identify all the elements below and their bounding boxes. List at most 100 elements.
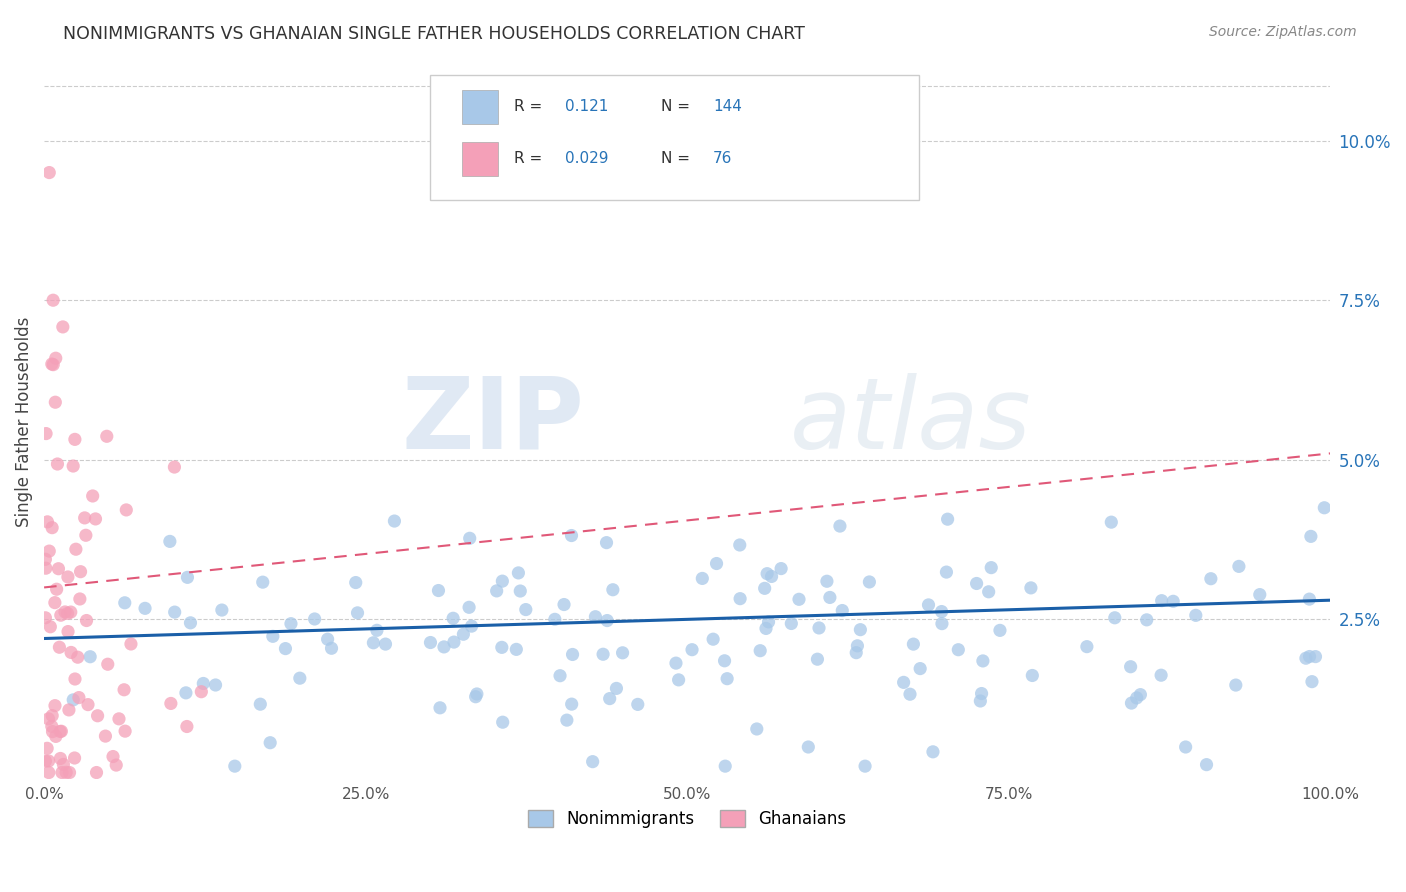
- Point: [1129, 688, 1152, 702]
- Point: [56, 607, 79, 621]
- Point: [770, 561, 793, 575]
- Point: [101, 749, 124, 764]
- Point: [714, 759, 737, 773]
- Legend: Nonimmigrants, Ghanaians: Nonimmigrants, Ghanaians: [522, 804, 853, 835]
- Point: [45, 582, 67, 597]
- Text: NONIMMIGRANTS VS GHANAIAN SINGLE FATHER HOUSEHOLDS CORRELATION CHART: NONIMMIGRANTS VS GHANAIAN SINGLE FATHER …: [63, 25, 806, 43]
- Point: [259, 736, 281, 750]
- Point: [596, 614, 619, 628]
- Point: [429, 701, 451, 715]
- Point: [966, 576, 988, 591]
- Text: N =: N =: [661, 99, 690, 114]
- Point: [49, 751, 72, 765]
- Point: [304, 612, 326, 626]
- Point: [756, 566, 779, 581]
- Point: [1305, 649, 1327, 664]
- Point: [105, 758, 128, 772]
- Point: [44, 596, 66, 610]
- Point: [37, 741, 59, 756]
- Bar: [463, 90, 498, 124]
- Point: [163, 460, 186, 475]
- Point: [58, 765, 80, 780]
- Point: [1125, 690, 1147, 705]
- Point: [787, 592, 810, 607]
- Point: [948, 642, 970, 657]
- Point: [561, 648, 583, 662]
- Point: [755, 622, 778, 636]
- Point: [179, 615, 201, 630]
- Point: [515, 602, 537, 616]
- Point: [612, 646, 634, 660]
- Point: [605, 681, 627, 696]
- Point: [1184, 608, 1206, 623]
- FancyBboxPatch shape: [430, 75, 918, 200]
- Point: [917, 598, 939, 612]
- Point: [922, 745, 945, 759]
- Point: [45, 730, 67, 744]
- Point: [34, 552, 56, 566]
- Point: [34, 611, 56, 625]
- Point: [780, 616, 803, 631]
- Point: [288, 671, 311, 685]
- Point: [41, 708, 63, 723]
- Point: [73, 511, 96, 525]
- Point: [458, 600, 481, 615]
- Point: [51, 724, 73, 739]
- Point: [1136, 613, 1159, 627]
- Point: [936, 512, 959, 526]
- Point: [898, 687, 921, 701]
- Point: [548, 669, 571, 683]
- Point: [112, 682, 135, 697]
- Point: [134, 601, 156, 615]
- Point: [204, 678, 226, 692]
- Point: [1199, 572, 1222, 586]
- Point: [849, 623, 872, 637]
- Point: [460, 619, 482, 633]
- Point: [485, 583, 508, 598]
- Point: [176, 570, 198, 584]
- Point: [35, 561, 58, 575]
- Point: [602, 582, 624, 597]
- Point: [49, 608, 72, 623]
- Point: [42, 358, 65, 372]
- Text: 0.121: 0.121: [565, 99, 609, 114]
- Text: 76: 76: [713, 152, 733, 167]
- Point: [1227, 559, 1250, 574]
- Point: [561, 697, 583, 711]
- Point: [453, 627, 475, 641]
- Point: [280, 616, 302, 631]
- Point: [761, 569, 783, 583]
- Point: [344, 575, 367, 590]
- Point: [114, 724, 136, 739]
- Point: [491, 640, 513, 655]
- Point: [797, 739, 820, 754]
- Point: [931, 616, 953, 631]
- Point: [44, 395, 66, 409]
- Point: [1299, 529, 1322, 543]
- Point: [599, 691, 621, 706]
- Point: [728, 591, 751, 606]
- Point: [41, 521, 63, 535]
- Point: [86, 708, 108, 723]
- Point: [190, 684, 212, 698]
- Point: [211, 603, 233, 617]
- Point: [1104, 611, 1126, 625]
- Point: [120, 637, 142, 651]
- Point: [316, 632, 339, 647]
- Point: [63, 672, 86, 686]
- Text: N =: N =: [661, 152, 690, 167]
- Point: [806, 652, 828, 666]
- Point: [79, 649, 101, 664]
- Point: [1298, 592, 1320, 607]
- Point: [48, 640, 70, 655]
- Point: [858, 574, 880, 589]
- Point: [160, 697, 183, 711]
- Point: [37, 712, 59, 726]
- Point: [1150, 593, 1173, 607]
- Point: [818, 591, 841, 605]
- Point: [808, 621, 831, 635]
- Point: [114, 596, 136, 610]
- Point: [59, 605, 82, 619]
- Point: [970, 687, 993, 701]
- Point: [419, 635, 441, 649]
